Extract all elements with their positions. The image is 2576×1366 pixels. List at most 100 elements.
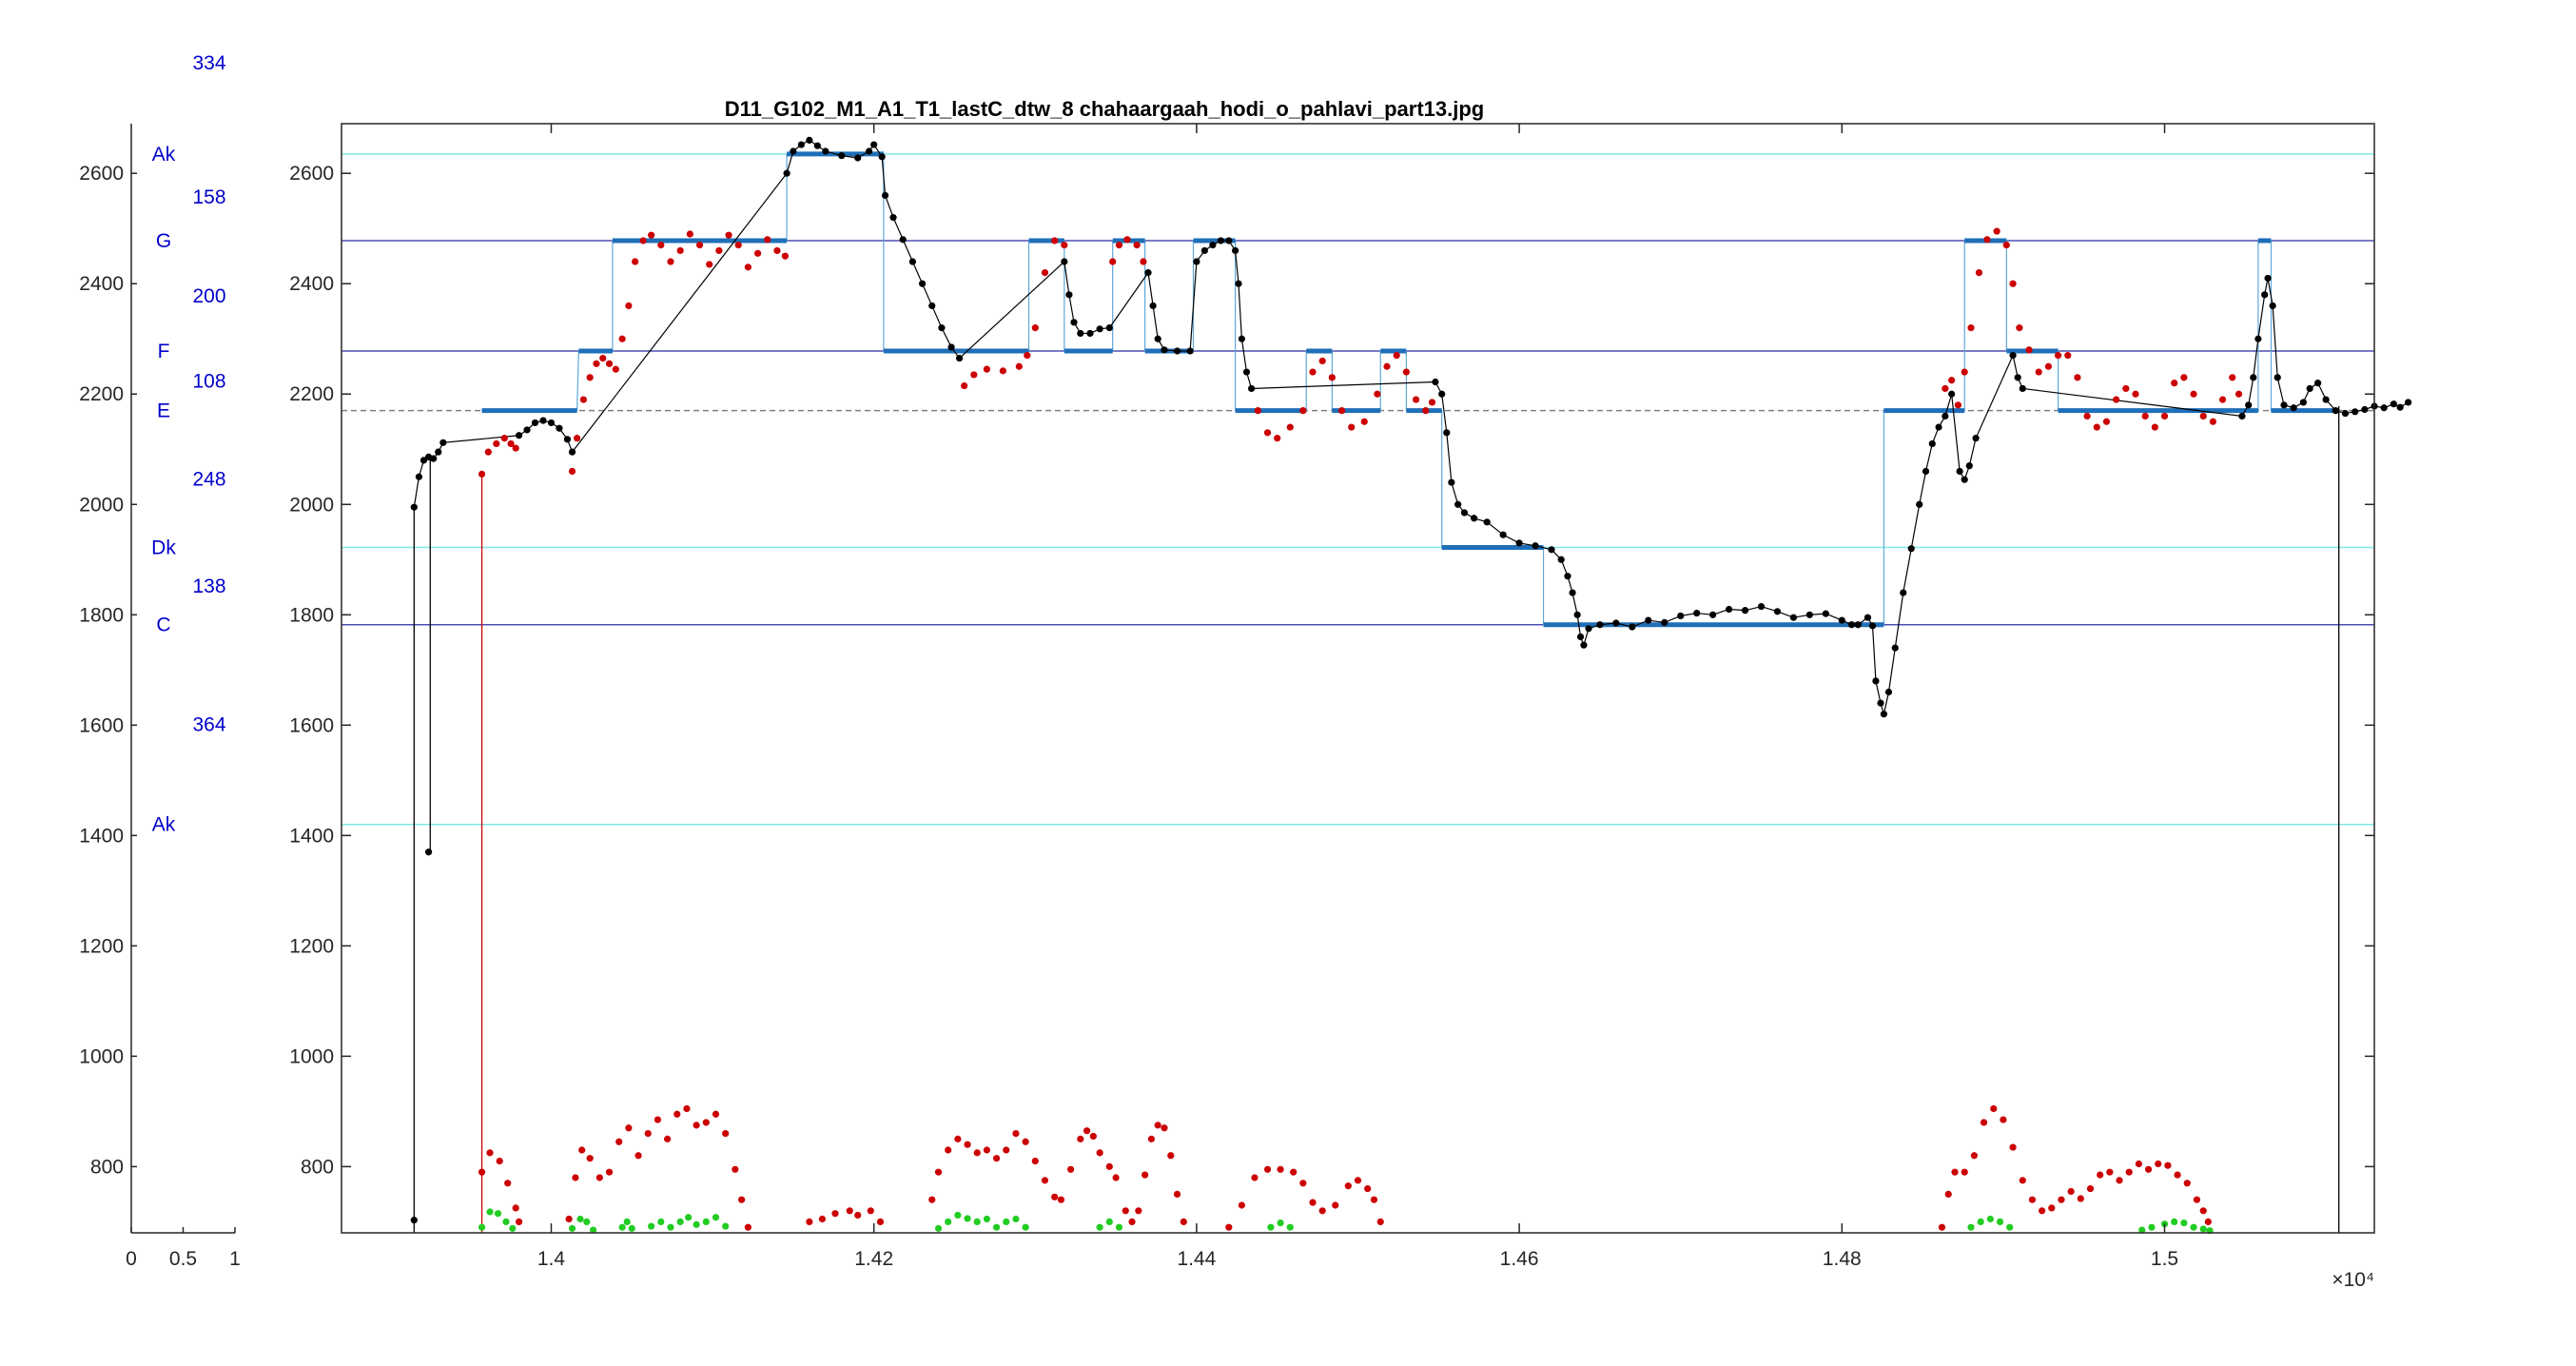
pitch-point [579,396,588,403]
x-tick-label: 1.5 [2151,1248,2178,1270]
pitch-point [1332,1201,1339,1209]
pitch-point [973,1149,981,1157]
pitch-point [1242,368,1251,376]
pitch-point [2204,1218,2212,1225]
pitch-point [2097,1171,2104,1179]
pitch-point [1086,329,1094,338]
pitch-point [574,435,581,442]
note-label: C [156,615,170,636]
pitch-point [2306,384,2313,393]
pitch-point [1167,1152,1175,1160]
pitch-point [1096,325,1103,333]
pitch-point [605,1168,614,1176]
pitch-point [1003,1146,1010,1154]
pitch-point [2352,408,2359,416]
pitch-point [2148,1223,2156,1231]
y-tick-label: 2600 [289,163,334,185]
chart-title: D11_G102_M1_A1_T1_lastC_dtw_8 chahaargaa… [725,97,1484,121]
pitch-point [870,141,878,148]
side-x-tick-label: 0 [126,1248,137,1270]
note-label: G [156,230,171,252]
pitch-point [1884,688,1893,696]
pitch-point [1031,1157,1039,1165]
pitch-point [938,324,946,332]
pitch-point [1612,619,1620,627]
pitch-point [563,436,572,443]
pitch-point [2132,390,2139,398]
pitch-point [1532,542,1539,550]
pitch-point [1864,614,1872,621]
pitch-point [2199,1225,2207,1233]
pitch-point [1854,621,1862,629]
pitch-point [881,191,889,200]
pitch-point [2058,1196,2065,1203]
pitch-point [1948,377,1956,384]
pitch-point [1154,1122,1161,1129]
pitch-point [999,367,1006,375]
pitch-point [1725,605,1733,614]
pitch-point [1238,335,1245,342]
side-x-tick-label: 0.5 [169,1248,197,1270]
pitch-point [568,1224,576,1232]
pitch-point [639,237,647,244]
pitch-point [1012,1129,1020,1138]
note-label: Ak [152,144,176,166]
pitch-point [1580,641,1588,649]
pitch-point [2113,396,2120,403]
pitch-point [1868,622,1877,630]
pitch-point [625,302,633,310]
pitch-point [2102,418,2111,425]
pitch-point [496,1157,503,1165]
pitch-point [1891,644,1899,652]
note-segments [481,151,2339,628]
pitch-point [1154,335,1161,342]
pitch-point [478,1223,486,1231]
pitch-point [1277,1219,1284,1227]
note-label: E [157,400,170,422]
pitch-point [599,354,607,362]
pitch-point [1990,1104,1998,1113]
pitch-point [1376,1218,1384,1225]
pitch-point [715,246,723,255]
y-tick-label: 2200 [289,383,334,405]
pitch-point [2141,412,2149,420]
pitch-point [1238,1201,1245,1209]
interval-label: 334 [192,52,225,74]
pitch-point [586,1155,594,1162]
pitch-point [2261,291,2269,299]
pitch-point [744,263,752,271]
x-tick-label: 1.4 [537,1248,566,1270]
pitch-point [686,230,693,238]
pitch-point [676,1218,684,1225]
pitch-point [1267,1223,1275,1231]
pitch-point [2209,418,2216,425]
pitch-point [1757,602,1766,611]
pitch-point [1965,462,1973,470]
pitch-point [2234,390,2243,398]
pitch-point [734,242,742,249]
pitch-point [846,1207,853,1215]
pitch-point [2125,1168,2133,1176]
pitch-point [2405,399,2412,406]
pitch-point [1967,324,1975,332]
pitch-point [790,147,797,155]
pitch-point [2190,1223,2197,1231]
pitch-point [813,142,821,149]
pitch-point [889,214,897,222]
pitch-point [502,1218,510,1225]
pitch-point [878,153,886,161]
note-label: Ak [152,814,176,836]
pitch-point [1112,1174,1120,1181]
pitch-point [1789,614,1798,621]
pitch-point [928,1196,936,1203]
pitch-point [1299,1180,1307,1187]
pitch-point [486,1208,494,1216]
pitch-point [1970,1152,1978,1160]
pitch-point [2299,399,2307,406]
pitch-point [1564,573,1571,580]
main-y-ticks: 800 1000 1200 1400 1600 1800 2000 2200 2400 2600 [289,163,2374,1178]
pitch-point [983,365,991,373]
pitch-point [945,1218,952,1225]
pitch-point [1140,258,1147,265]
pitch-point [954,1135,962,1142]
